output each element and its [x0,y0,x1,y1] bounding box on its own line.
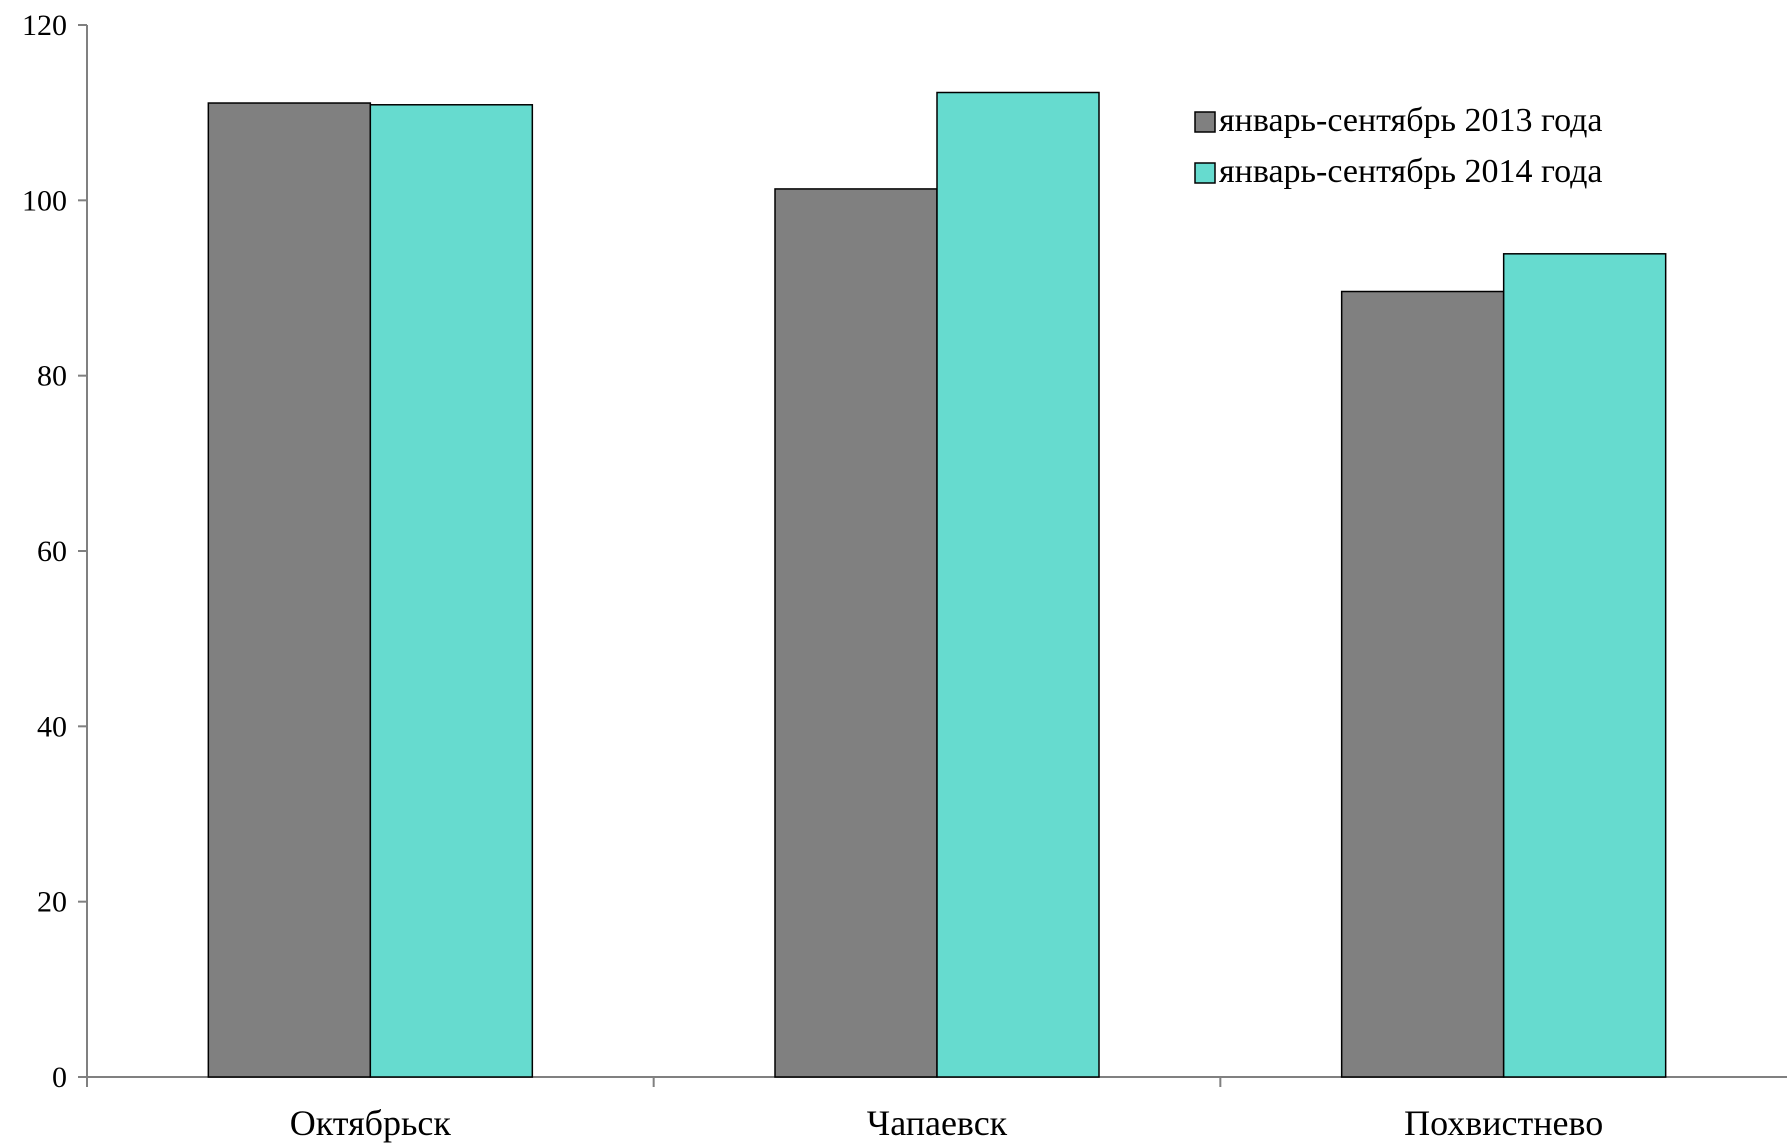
y-tick-label: 60 [37,535,67,568]
legend-label: январь-сентябрь 2014 года [1219,153,1603,190]
bar [936,91,1100,1078]
bars [207,91,1667,1078]
bar [1502,253,1667,1078]
x-category-label: Октябрьск [290,1103,452,1143]
y-tick-label: 100 [22,184,67,217]
bar [369,104,534,1078]
y-tick-label: 20 [37,886,67,919]
y-tick-label: 120 [22,9,67,42]
bar [207,102,372,1078]
legend: январь-сентябрь 2013 года январь-сентябрь… [1194,102,1603,190]
legend-label: январь-сентябрь 2013 года [1219,102,1603,139]
legend-swatch [1194,162,1216,184]
y-tick-label: 80 [37,360,67,393]
bar [1340,290,1505,1078]
y-tick-label: 0 [52,1061,67,1094]
x-category-label: Похвистнево [1404,1103,1603,1143]
bar [774,188,938,1078]
x-category-label: Чапаевск [867,1103,1008,1143]
y-tick-label: 40 [37,710,67,743]
legend-swatch [1194,111,1216,133]
